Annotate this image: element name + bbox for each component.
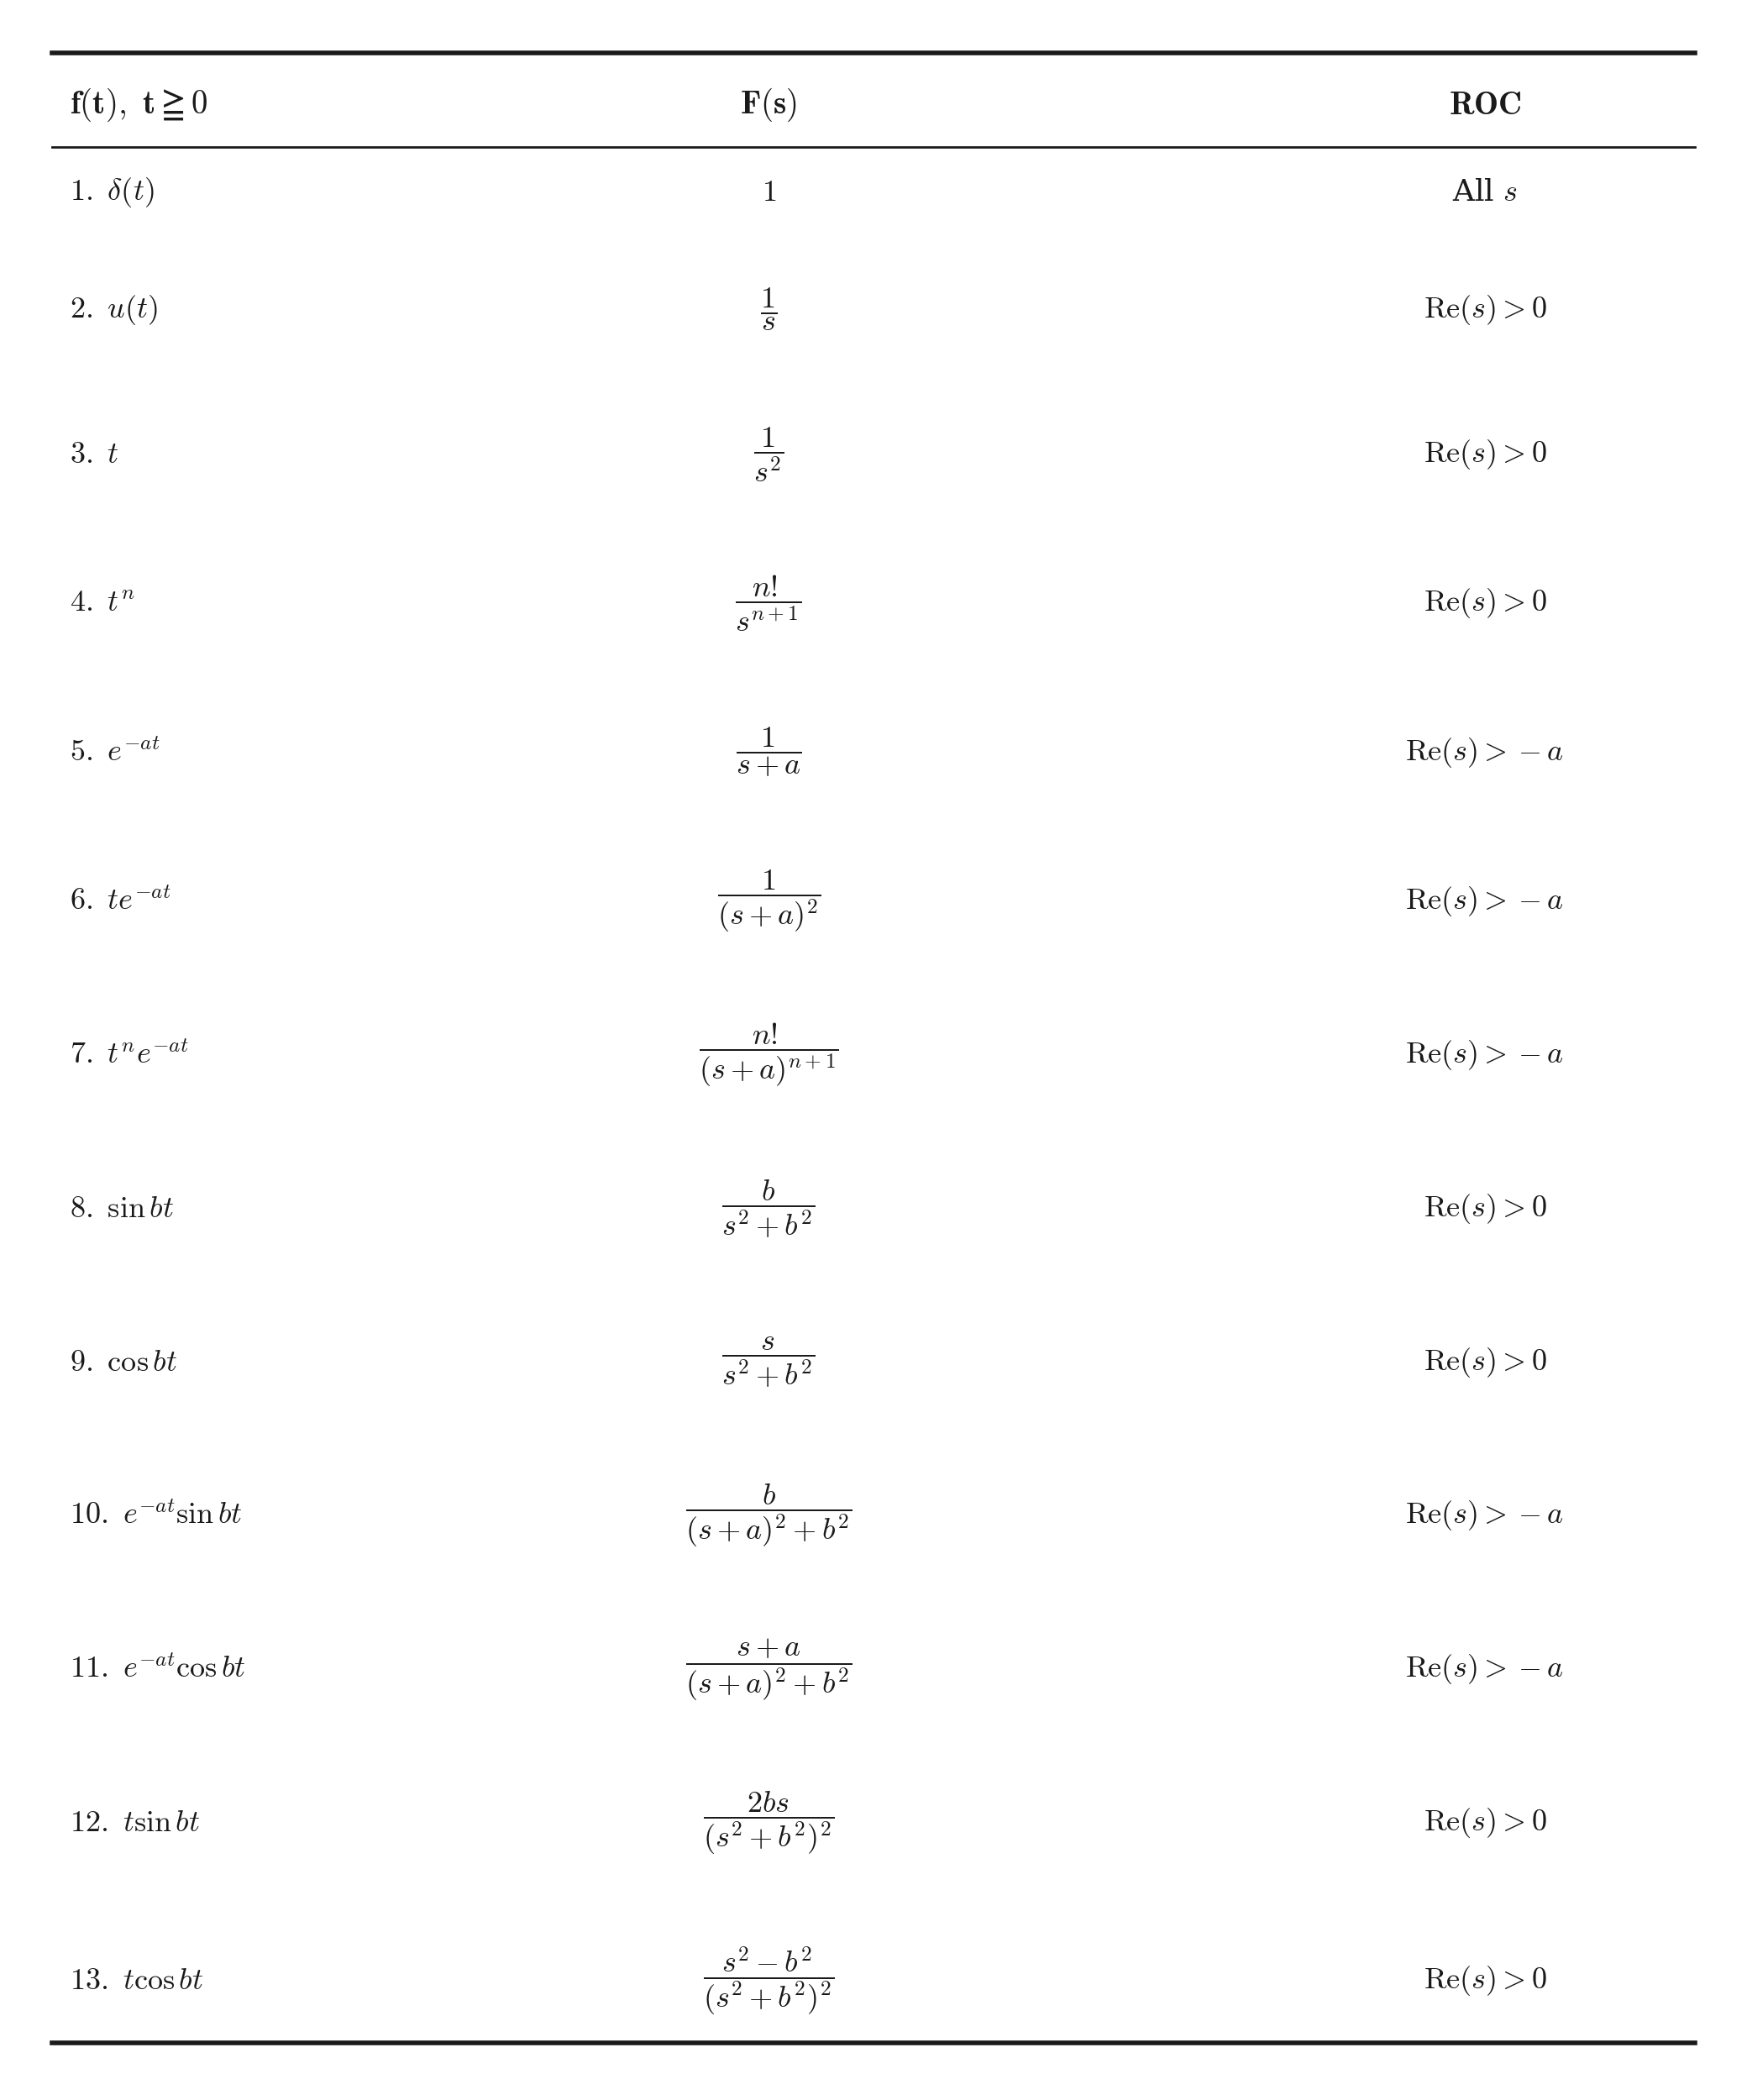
Text: $\mathrm{Re}(s) > 0$: $\mathrm{Re}(s) > 0$ xyxy=(1424,1191,1546,1224)
Text: $\mathbf{ROC}$: $\mathbf{ROC}$ xyxy=(1448,90,1522,120)
Text: $\dfrac{b}{s^2 + b^2}$: $\dfrac{b}{s^2 + b^2}$ xyxy=(722,1178,816,1239)
Text: $\dfrac{1}{s}$: $\dfrac{1}{s}$ xyxy=(760,286,777,332)
Text: $\dfrac{n!}{s^{n+1}}$: $\dfrac{n!}{s^{n+1}}$ xyxy=(735,573,802,634)
Text: $\mathrm{Re}(s) > -a$: $\mathrm{Re}(s) > -a$ xyxy=(1406,1653,1564,1686)
Text: $11.\ e^{-at} \cos bt$: $11.\ e^{-at} \cos bt$ xyxy=(70,1655,246,1684)
Text: $\mathrm{Re}(s) > 0$: $\mathrm{Re}(s) > 0$ xyxy=(1424,1964,1546,1997)
Text: $10.\ e^{-at} \sin bt$: $10.\ e^{-at} \sin bt$ xyxy=(70,1502,243,1531)
Text: $\mathrm{Re}(s) > -a$: $\mathrm{Re}(s) > -a$ xyxy=(1406,1037,1564,1071)
Text: $\mathrm{Re}(s) > 0$: $\mathrm{Re}(s) > 0$ xyxy=(1424,437,1546,470)
Text: $8.\ \sin bt$: $8.\ \sin bt$ xyxy=(70,1195,175,1222)
Text: $\mathbf{F(s)}$: $\mathbf{F(s)}$ xyxy=(741,86,797,124)
Text: $\dfrac{1}{(s + a)^2}$: $\dfrac{1}{(s + a)^2}$ xyxy=(716,867,821,934)
Text: $\dfrac{s^2 - b^2}{(s^2 + b^2)^2}$: $\dfrac{s^2 - b^2}{(s^2 + b^2)^2}$ xyxy=(702,1945,835,2016)
Text: $5.\ e^{-at}$: $5.\ e^{-at}$ xyxy=(70,737,161,766)
Text: $\dfrac{2bs}{(s^2 + b^2)^2}$: $\dfrac{2bs}{(s^2 + b^2)^2}$ xyxy=(702,1789,835,1856)
Text: $\mathrm{Re}(s) > -a$: $\mathrm{Re}(s) > -a$ xyxy=(1406,884,1564,918)
Text: $9.\ \cos bt$: $9.\ \cos bt$ xyxy=(70,1348,178,1376)
Text: $\mathrm{Re}(s) > -a$: $\mathrm{Re}(s) > -a$ xyxy=(1406,1499,1564,1533)
Text: $13.\ t \cos bt$: $13.\ t \cos bt$ xyxy=(70,1966,203,1995)
Text: $\dfrac{1}{s + a}$: $\dfrac{1}{s + a}$ xyxy=(735,727,802,779)
Text: $\mathrm{Re}(s) > 0$: $\mathrm{Re}(s) > 0$ xyxy=(1424,1806,1546,1840)
Text: $12.\ t \sin bt$: $12.\ t \sin bt$ xyxy=(70,1808,201,1838)
Text: $4.\ t^n$: $4.\ t^n$ xyxy=(70,588,136,617)
Text: All $s$: All $s$ xyxy=(1452,179,1518,206)
Text: $\mathrm{Re}(s) > 0$: $\mathrm{Re}(s) > 0$ xyxy=(1424,292,1546,326)
Text: $\mathrm{Re}(s) > 0$: $\mathrm{Re}(s) > 0$ xyxy=(1424,1346,1546,1380)
Text: $\dfrac{s}{s^2 + b^2}$: $\dfrac{s}{s^2 + b^2}$ xyxy=(722,1336,816,1390)
Text: $\mathrm{Re}(s) > 0$: $\mathrm{Re}(s) > 0$ xyxy=(1424,586,1546,620)
Text: $2.\ u(t)$: $2.\ u(t)$ xyxy=(70,292,159,326)
Text: $1.\ \delta(t)$: $1.\ \delta(t)$ xyxy=(70,176,154,210)
Text: $\dfrac{n!}{(s + a)^{n+1}}$: $\dfrac{n!}{(s + a)^{n+1}}$ xyxy=(699,1021,839,1090)
Text: $7.\ t^n e^{-at}$: $7.\ t^n e^{-at}$ xyxy=(70,1042,189,1069)
Text: $\dfrac{b}{(s + a)^2 + b^2}$: $\dfrac{b}{(s + a)^2 + b^2}$ xyxy=(685,1483,853,1550)
Text: $\mathrm{Re}(s) > -a$: $\mathrm{Re}(s) > -a$ xyxy=(1406,735,1564,769)
Text: $\dfrac{1}{s^2}$: $\dfrac{1}{s^2}$ xyxy=(753,424,784,483)
Text: $1$: $1$ xyxy=(762,179,776,206)
Text: $\dfrac{s + a}{(s + a)^2 + b^2}$: $\dfrac{s + a}{(s + a)^2 + b^2}$ xyxy=(685,1636,853,1703)
Text: $\mathbf{f(t),\ t \geqq 0}$: $\mathbf{f(t),\ t \geqq 0}$ xyxy=(70,86,208,124)
Text: $3.\ t$: $3.\ t$ xyxy=(70,439,119,468)
Text: $6.\ te^{-at}$: $6.\ te^{-at}$ xyxy=(70,886,171,916)
